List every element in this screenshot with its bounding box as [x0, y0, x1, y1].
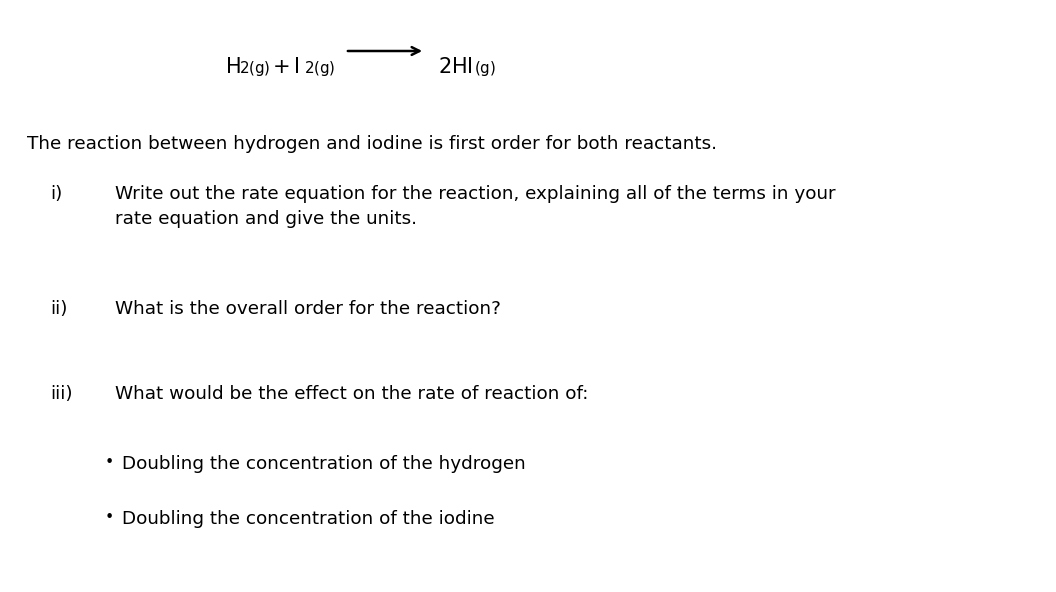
Text: Doubling the concentration of the hydrogen: Doubling the concentration of the hydrog… — [122, 455, 526, 473]
Text: $\mathdefault{(g)}$: $\mathdefault{(g)}$ — [474, 59, 496, 78]
Text: $\mathdefault{2(g)}$: $\mathdefault{2(g)}$ — [304, 59, 336, 78]
Text: $\mathdefault{+}$: $\mathdefault{+}$ — [272, 57, 289, 77]
Text: i): i) — [50, 185, 62, 203]
Text: Doubling the concentration of the iodine: Doubling the concentration of the iodine — [122, 510, 494, 528]
Text: $\mathdefault{2HI}$: $\mathdefault{2HI}$ — [438, 57, 473, 77]
Text: The reaction between hydrogen and iodine is first order for both reactants.: The reaction between hydrogen and iodine… — [27, 135, 717, 153]
Text: iii): iii) — [50, 385, 73, 403]
Text: $\mathdefault{2(g)}$: $\mathdefault{2(g)}$ — [239, 59, 270, 78]
Text: •: • — [105, 510, 114, 525]
Text: $\mathdefault{H}$: $\mathdefault{H}$ — [225, 57, 241, 77]
Text: Write out the rate equation for the reaction, explaining all of the terms in you: Write out the rate equation for the reac… — [115, 185, 835, 228]
Text: ii): ii) — [50, 300, 68, 318]
Text: •: • — [105, 455, 114, 470]
Text: $\mathdefault{I}$: $\mathdefault{I}$ — [293, 57, 299, 77]
Text: What would be the effect on the rate of reaction of:: What would be the effect on the rate of … — [115, 385, 588, 403]
Text: What is the overall order for the reaction?: What is the overall order for the reacti… — [115, 300, 501, 318]
